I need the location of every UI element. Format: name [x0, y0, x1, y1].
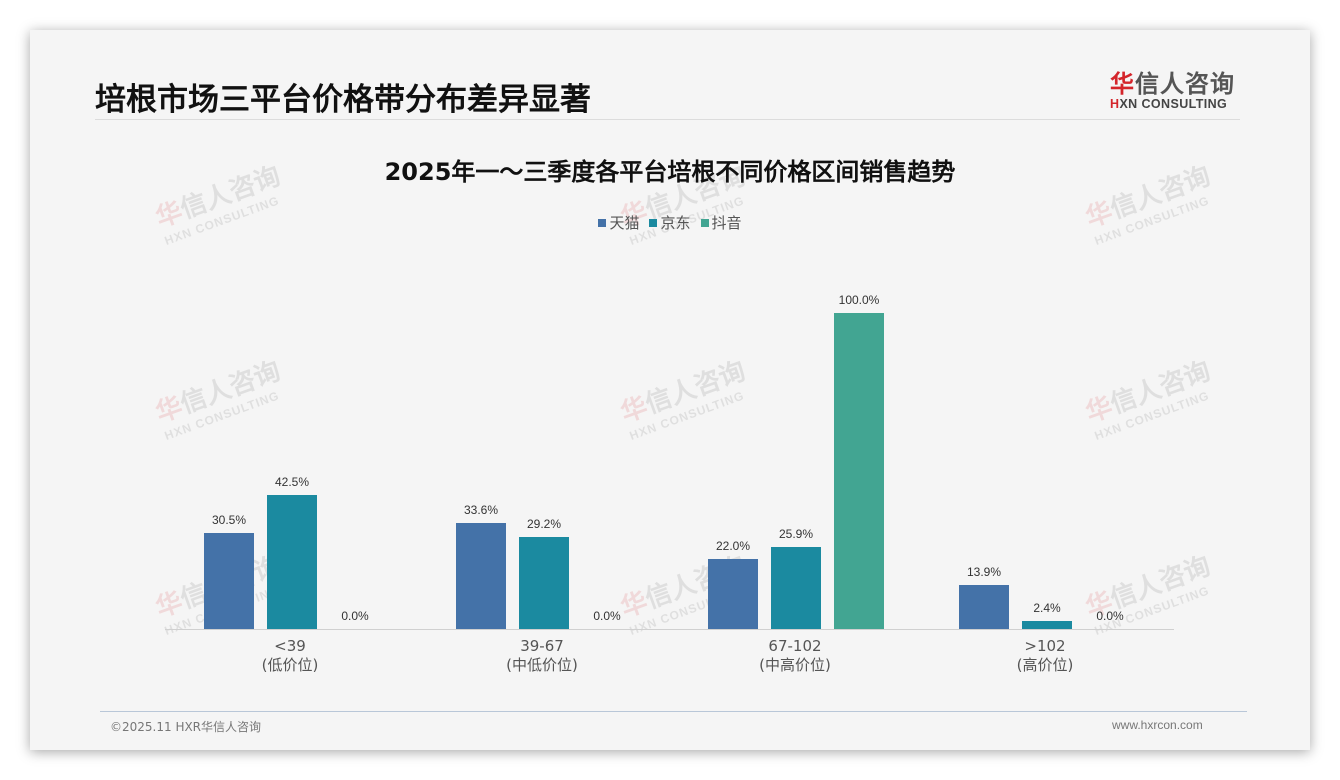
data-label: 0.0% — [593, 609, 621, 623]
watermark-cn: 华信人咨询 — [615, 351, 750, 430]
legend-swatch-jd — [649, 218, 658, 227]
bar-tmall[interactable] — [456, 522, 506, 629]
legend-swatch-tmall — [598, 218, 607, 227]
x-axis-tick-label: 39-67 (中低价位) — [462, 637, 622, 675]
logo-en: HXN CONSULTING — [1110, 97, 1242, 111]
logo-cn-text: 信人咨询 — [1135, 70, 1235, 98]
legend-swatch-douyin — [700, 218, 709, 227]
legend-item-douyin[interactable]: 抖音 — [700, 212, 742, 233]
data-label: 100.0% — [838, 293, 880, 307]
x-axis-line — [165, 629, 1174, 630]
x-axis-tick-label: <39 (低价位) — [210, 637, 370, 675]
bar-tmall[interactable] — [204, 532, 254, 629]
watermark-accent: 华 — [617, 391, 652, 429]
chart-legend: 天猫 京东 抖音 — [30, 212, 1310, 233]
logo-cn-accent: 华 — [1110, 70, 1135, 98]
logo-cn: 华信人咨询 — [1110, 64, 1242, 99]
price-range: 67-102 — [768, 637, 822, 655]
x-axis-tick-label: 67-102 (中高价位) — [715, 637, 875, 675]
watermark-en: HXN CONSULTING — [162, 388, 282, 443]
legend-item-tmall[interactable]: 天猫 — [598, 212, 639, 233]
legend-label-jd: 京东 — [660, 214, 691, 232]
footer-copyright: ©2025.11 HXR华信人咨询 — [110, 720, 262, 734]
watermark-accent: 华 — [1082, 391, 1117, 429]
data-label: 30.5% — [211, 512, 247, 527]
company-logo: 华信人咨询 HXN CONSULTING — [1110, 64, 1242, 111]
data-label: 42.5% — [274, 474, 310, 489]
data-label: 0.0% — [1096, 609, 1124, 623]
watermark-en: HXN CONSULTING — [1092, 388, 1212, 443]
logo-en-text: XN CONSULTING — [1119, 97, 1228, 111]
legend-label-tmall: 天猫 — [609, 214, 640, 232]
watermark-text: 信人咨询 — [1106, 551, 1215, 615]
page-title: 培根市场三平台价格带分布差异显著 — [95, 82, 591, 118]
watermark-text: 信人咨询 — [1106, 356, 1215, 420]
price-range: 39-67 — [520, 637, 564, 655]
watermark-cn: 华信人咨询 — [150, 351, 285, 430]
price-tier: (低价位) — [261, 656, 319, 674]
data-label: 13.9% — [966, 565, 1002, 580]
data-label: 25.9% — [778, 527, 814, 542]
logo-en-accent: H — [1110, 97, 1120, 111]
price-range: <39 — [274, 637, 306, 655]
watermark-accent: 华 — [152, 586, 187, 624]
bar-tmall[interactable] — [959, 585, 1009, 629]
legend-label-douyin: 抖音 — [711, 214, 742, 232]
price-tier: (中低价位) — [506, 656, 578, 674]
bar-jd[interactable] — [1022, 621, 1072, 629]
price-tier: (高价位) — [1016, 656, 1074, 674]
data-label: 29.2% — [526, 516, 562, 531]
price-range: >102 — [1024, 637, 1066, 655]
chart-title: 2025年一～三季度各平台培根不同价格区间销售趋势 — [384, 158, 956, 186]
data-label: 0.0% — [341, 609, 369, 623]
bar-jd[interactable] — [519, 536, 569, 629]
bar-douyin[interactable] — [834, 313, 884, 629]
price-tier: (中高价位) — [759, 656, 831, 674]
bar-jd[interactable] — [771, 547, 821, 629]
x-axis-tick-label: >102 (高价位) — [965, 637, 1125, 675]
watermark-en: HXN CONSULTING — [627, 388, 747, 443]
bar-jd[interactable] — [267, 494, 317, 629]
watermark-cn: 华信人咨询 — [1080, 351, 1215, 430]
data-label: 2.4% — [1033, 601, 1061, 616]
bar-tmall[interactable] — [708, 559, 758, 629]
watermark-text: 信人咨询 — [176, 356, 285, 420]
watermark-accent: 华 — [152, 391, 187, 429]
watermark-text: 信人咨询 — [641, 356, 750, 420]
legend-item-jd[interactable]: 京东 — [649, 212, 691, 233]
title-divider — [95, 119, 1240, 120]
footer-website: www.hxrcon.com — [1112, 718, 1203, 732]
data-label: 33.6% — [463, 502, 499, 517]
slide: 华信人咨询 HXN CONSULTING 华信人咨询 HXN CONSULTING 华信… — [30, 30, 1310, 750]
footer-divider — [100, 711, 1247, 712]
data-label: 22.0% — [715, 539, 751, 554]
